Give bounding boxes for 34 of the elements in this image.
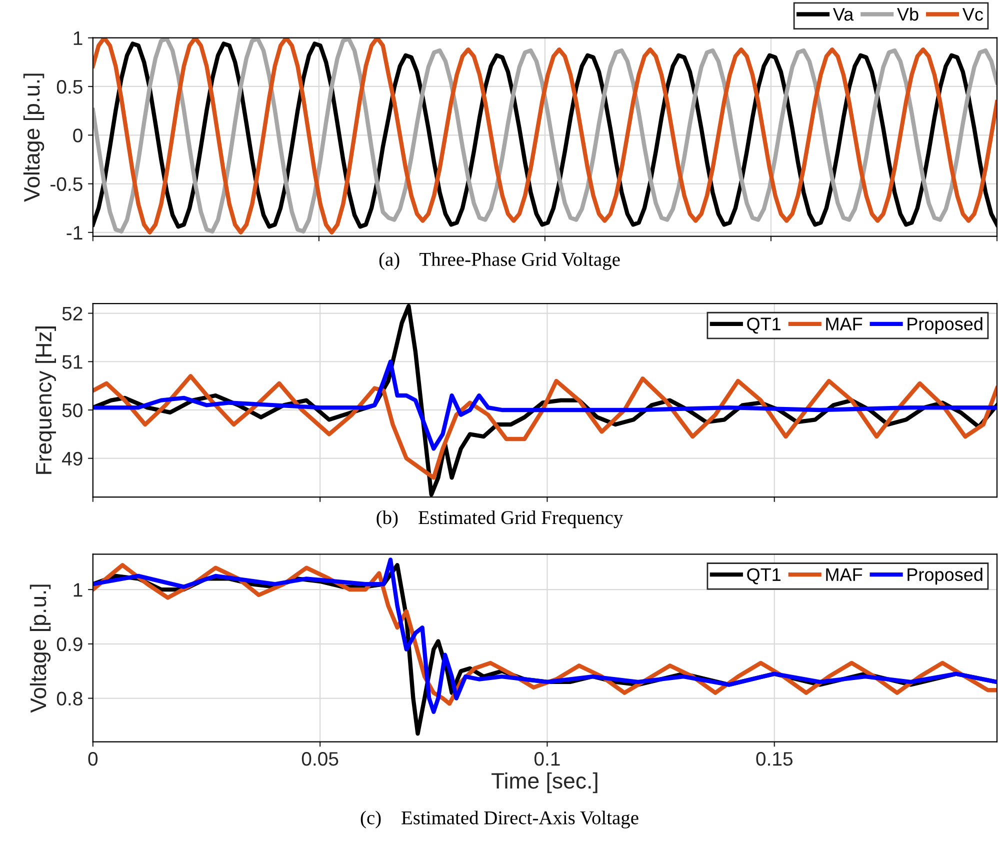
y-tick-label: 0.8 xyxy=(56,692,82,706)
line-series xyxy=(92,360,997,451)
y-tick-label: 1 xyxy=(74,32,82,45)
text: (c) Estimated Direct-Axis Voltage xyxy=(360,810,638,828)
y-tick-label: 50 xyxy=(62,403,82,418)
y-tick-label: 0.9 xyxy=(56,637,82,652)
y-tick-label: -0.5 xyxy=(50,177,82,192)
x-axis-title: Time [sec.] xyxy=(492,772,598,794)
x-tick-label: 0.05 xyxy=(302,752,338,766)
legend-label: Vb xyxy=(897,7,918,21)
legend-label: Vc xyxy=(962,8,983,21)
line-series xyxy=(92,374,997,480)
y-tick-label: 49 xyxy=(62,452,82,466)
y-tick-label: 51 xyxy=(62,355,82,369)
legend-label: MAF xyxy=(826,318,862,330)
text: (a) Three-Phase Grid Voltage xyxy=(379,252,620,270)
y-tick-label: 52 xyxy=(62,306,82,321)
legend-label: Va xyxy=(832,8,854,21)
y-axis-title: Voltage [p.u.] xyxy=(30,584,51,713)
legend-label: QT1 xyxy=(747,318,781,334)
x-tick-label: 0.15 xyxy=(756,752,792,766)
legend-label: MAF xyxy=(826,568,862,581)
y-tick-label: -1 xyxy=(66,226,82,240)
y-axis-title: Frequency [Hz] xyxy=(35,326,56,474)
y-tick-label: 1 xyxy=(74,583,82,597)
text: (b) Estimated Grid Frequency xyxy=(376,510,624,528)
y-tick-label: 0 xyxy=(73,128,82,142)
legend-label: Proposed xyxy=(908,317,982,334)
x-tick-label: 0.1 xyxy=(534,752,560,766)
legend-label: QT1 xyxy=(747,568,781,584)
y-axis-title: Voltage [p.u.] xyxy=(23,74,44,202)
y-tick-label: 0.5 xyxy=(56,80,82,94)
x-tick-label: 0 xyxy=(88,752,98,766)
legend-label: Proposed xyxy=(908,568,982,585)
